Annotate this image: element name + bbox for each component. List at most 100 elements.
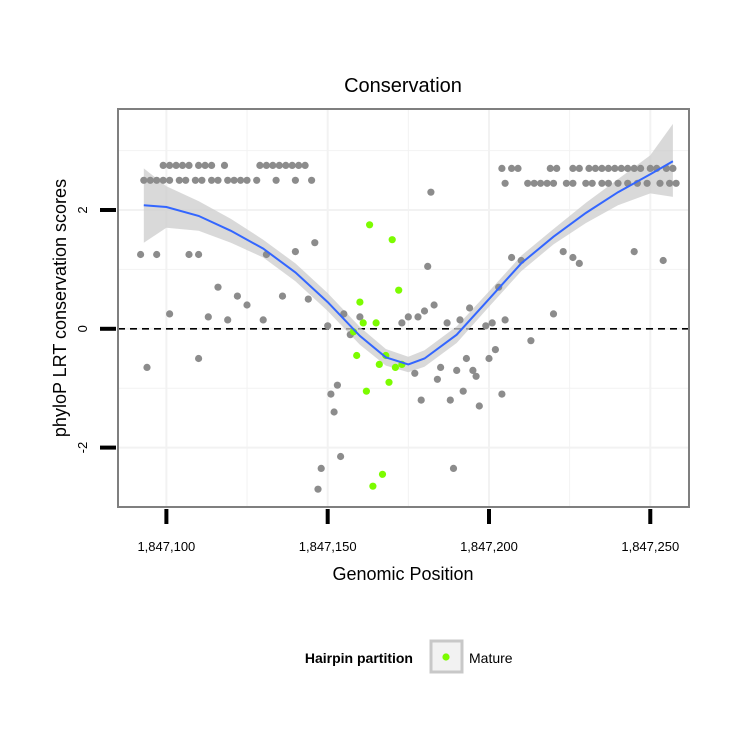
y-axis-ticks: -2 0 2 bbox=[75, 206, 116, 453]
y-tick-label: 0 bbox=[75, 325, 90, 332]
point-other bbox=[295, 161, 303, 169]
point-mature bbox=[395, 286, 403, 294]
point-other bbox=[411, 369, 419, 377]
point-other bbox=[614, 179, 622, 187]
point-other bbox=[482, 322, 490, 330]
point-mature bbox=[366, 221, 374, 229]
x-axis-label: Genomic Position bbox=[332, 564, 473, 584]
point-other bbox=[195, 354, 203, 363]
point-other bbox=[208, 176, 216, 184]
point-other bbox=[288, 161, 296, 169]
point-other bbox=[224, 176, 232, 184]
legend-key-mature bbox=[442, 653, 450, 661]
point-other bbox=[485, 354, 493, 363]
point-other bbox=[575, 164, 583, 172]
point-other bbox=[672, 179, 680, 187]
x-tick-label: 1,847,150 bbox=[299, 539, 357, 554]
point-other bbox=[417, 396, 425, 404]
point-other bbox=[214, 176, 222, 184]
point-other bbox=[195, 250, 203, 259]
point-other bbox=[137, 250, 145, 259]
point-other bbox=[172, 161, 180, 169]
point-other bbox=[153, 176, 161, 184]
point-other bbox=[569, 179, 577, 187]
legend-title: Hairpin partition bbox=[305, 650, 413, 666]
point-other bbox=[204, 313, 212, 321]
point-other bbox=[262, 161, 270, 169]
point-other bbox=[569, 164, 577, 172]
point-other bbox=[427, 188, 435, 196]
point-other bbox=[582, 179, 590, 187]
point-other bbox=[553, 164, 561, 172]
point-other bbox=[530, 179, 538, 187]
point-other bbox=[237, 176, 245, 184]
point-mature bbox=[369, 482, 377, 490]
point-other bbox=[414, 313, 422, 321]
point-mature bbox=[362, 387, 370, 395]
point-other bbox=[624, 164, 632, 172]
point-other bbox=[256, 161, 264, 169]
point-other bbox=[549, 179, 558, 187]
confidence-band bbox=[143, 123, 673, 373]
x-tick-label: 1,847,250 bbox=[621, 539, 679, 554]
point-mature bbox=[388, 236, 396, 244]
panel-border bbox=[117, 108, 690, 508]
point-other bbox=[398, 319, 406, 327]
point-other bbox=[598, 164, 606, 172]
point-other bbox=[311, 239, 319, 247]
point-other bbox=[508, 253, 516, 262]
point-other bbox=[656, 179, 664, 187]
point-other bbox=[501, 179, 509, 187]
point-other bbox=[269, 161, 277, 169]
point-other bbox=[498, 390, 506, 398]
point-other bbox=[446, 396, 454, 404]
point-other bbox=[182, 176, 190, 184]
point-other bbox=[220, 161, 229, 169]
point-other bbox=[278, 292, 287, 300]
point-other bbox=[333, 381, 341, 389]
point-mature bbox=[372, 319, 380, 327]
point-mature bbox=[391, 363, 399, 371]
smooth-line bbox=[143, 160, 674, 366]
point-other bbox=[437, 363, 445, 371]
point-other bbox=[488, 319, 496, 327]
x-tick-label: 1,847,200 bbox=[460, 539, 518, 554]
point-other bbox=[233, 292, 241, 300]
point-other bbox=[611, 164, 619, 172]
point-other bbox=[243, 301, 251, 309]
point-other bbox=[272, 176, 280, 184]
point-other bbox=[198, 176, 206, 184]
point-other bbox=[466, 304, 474, 312]
point-other bbox=[508, 164, 516, 172]
point-other bbox=[456, 316, 464, 324]
point-other bbox=[214, 283, 222, 291]
point-other bbox=[637, 164, 645, 172]
point-other bbox=[549, 310, 558, 318]
point-other bbox=[324, 322, 332, 330]
point-other bbox=[317, 464, 325, 472]
chart-title: Conservation bbox=[344, 75, 462, 97]
point-other bbox=[424, 262, 432, 270]
point-other bbox=[153, 250, 161, 259]
point-other bbox=[669, 164, 677, 172]
point-other bbox=[191, 176, 199, 184]
point-other bbox=[569, 253, 577, 262]
point-mature bbox=[353, 351, 361, 360]
point-other bbox=[514, 164, 522, 172]
point-other bbox=[146, 176, 154, 184]
point-other bbox=[166, 310, 174, 318]
point-other bbox=[201, 161, 209, 169]
point-other bbox=[459, 387, 467, 395]
point-other bbox=[275, 161, 283, 169]
point-other bbox=[308, 176, 316, 184]
point-other bbox=[472, 372, 480, 380]
plot-panel bbox=[117, 108, 690, 508]
point-other bbox=[337, 452, 345, 461]
point-other bbox=[304, 295, 312, 303]
point-other bbox=[630, 248, 638, 256]
point-other bbox=[430, 301, 438, 309]
point-mature bbox=[359, 319, 367, 327]
point-other bbox=[178, 161, 187, 169]
point-mature bbox=[378, 470, 387, 478]
